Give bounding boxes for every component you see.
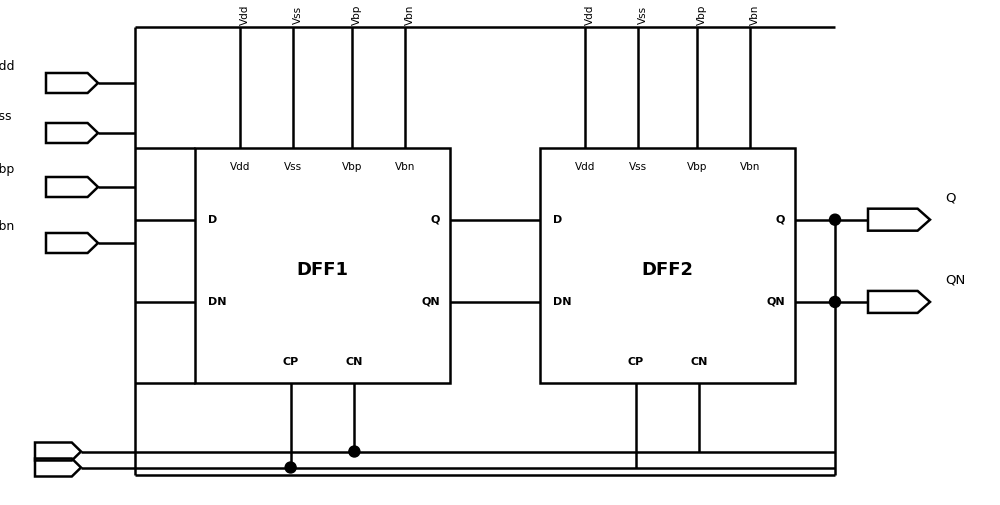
- Bar: [195, 148, 450, 383]
- Text: D: D: [553, 215, 562, 225]
- Text: Vbp: Vbp: [0, 164, 15, 177]
- Text: Vbn: Vbn: [750, 5, 760, 25]
- Text: Vbn: Vbn: [0, 220, 15, 232]
- Text: Vbn: Vbn: [405, 5, 415, 25]
- Text: Vss: Vss: [0, 110, 12, 123]
- Text: QN: QN: [766, 297, 785, 307]
- Text: Vbn: Vbn: [395, 162, 416, 172]
- Text: Q: Q: [431, 215, 440, 225]
- Text: Vbp: Vbp: [342, 162, 362, 172]
- Circle shape: [349, 446, 360, 457]
- Text: Vbn: Vbn: [740, 162, 761, 172]
- Text: CP: CP: [283, 357, 299, 367]
- Text: Vbp: Vbp: [352, 5, 362, 25]
- Text: Q: Q: [776, 215, 785, 225]
- Bar: [540, 148, 795, 383]
- Text: Vbp: Vbp: [697, 5, 707, 25]
- Text: Vss: Vss: [293, 6, 303, 24]
- Text: Vss: Vss: [629, 162, 647, 172]
- Text: Vdd: Vdd: [240, 5, 250, 25]
- Circle shape: [285, 462, 296, 473]
- Text: DFF1: DFF1: [296, 261, 348, 279]
- Circle shape: [830, 214, 840, 225]
- Text: DFF2: DFF2: [642, 261, 694, 279]
- Text: Vdd: Vdd: [229, 162, 250, 172]
- Text: DN: DN: [553, 297, 572, 307]
- Circle shape: [830, 296, 840, 308]
- Text: Vdd: Vdd: [585, 5, 595, 25]
- Text: Q: Q: [945, 191, 956, 204]
- Text: Vss: Vss: [284, 162, 302, 172]
- Text: QN: QN: [421, 297, 440, 307]
- Text: Vss: Vss: [638, 6, 648, 24]
- Text: DN: DN: [208, 297, 226, 307]
- Text: CN: CN: [346, 357, 363, 367]
- Text: CN: CN: [691, 357, 708, 367]
- Text: Vdd: Vdd: [0, 60, 15, 73]
- Text: D: D: [208, 215, 217, 225]
- Text: QN: QN: [945, 273, 965, 286]
- Text: CP: CP: [628, 357, 644, 367]
- Text: Vbp: Vbp: [687, 162, 707, 172]
- Text: Vdd: Vdd: [574, 162, 595, 172]
